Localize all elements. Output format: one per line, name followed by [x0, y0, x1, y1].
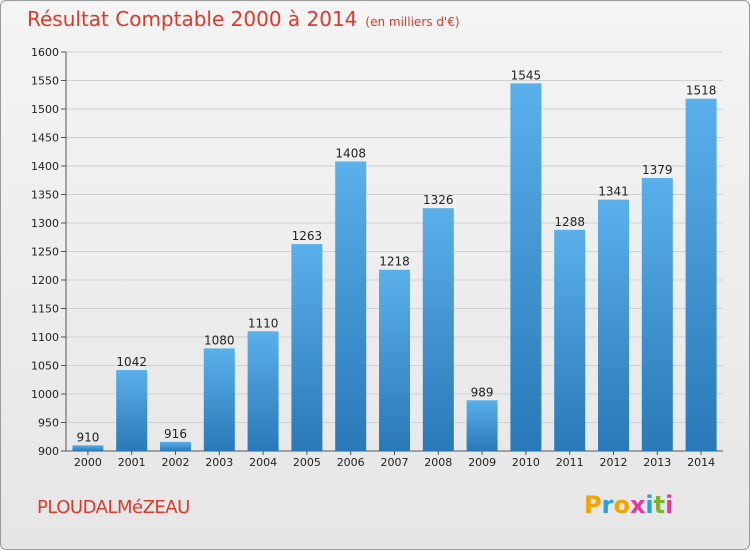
- bar-2010: [510, 83, 542, 451]
- bar-value-label: 1042: [116, 355, 147, 369]
- bar-2011: [554, 229, 586, 451]
- x-tick-label: 2002: [162, 456, 190, 469]
- bar-value-label: 910: [76, 430, 99, 444]
- bar-value-label: 1518: [686, 84, 717, 98]
- logo-letter: P: [584, 491, 602, 519]
- bar-value-label: 1408: [335, 146, 366, 160]
- bar-2008: [422, 208, 454, 451]
- bar-value-label: 1080: [204, 333, 235, 347]
- y-tick-label: 1450: [31, 132, 59, 145]
- x-tick-label: 2004: [249, 456, 277, 469]
- y-tick-label: 1250: [31, 246, 59, 259]
- bar-value-label: 1341: [598, 185, 629, 199]
- logo-letter: i: [645, 491, 654, 519]
- x-tick-label: 2005: [293, 456, 321, 469]
- town-name: PLOUDALMéZEAU: [37, 497, 190, 518]
- bar-value-label: 989: [471, 385, 494, 399]
- x-tick-label: 2003: [205, 456, 233, 469]
- bar-2007: [379, 269, 410, 451]
- y-tick-label: 1300: [31, 217, 59, 230]
- bar-value-label: 1218: [379, 255, 410, 269]
- y-tick-label: 1150: [31, 303, 59, 316]
- logo-letter: o: [613, 491, 630, 519]
- bar-2014: [685, 98, 717, 452]
- x-tick-label: 2012: [600, 456, 628, 469]
- logo-letter: r: [601, 491, 614, 519]
- bar-2003: [203, 348, 235, 451]
- bar-2002: [160, 441, 191, 451]
- bars: 910 1042 916 1080 1110 1263 1408 1218 1326 989 154…: [72, 68, 717, 452]
- bar-2009: [466, 400, 498, 451]
- y-tick-label: 950: [38, 417, 59, 430]
- y-tick-label: 1550: [31, 75, 59, 88]
- x-tick-label: 2008: [424, 456, 452, 469]
- x-tick-label: 2000: [74, 456, 102, 469]
- y-tick-label: 1100: [31, 331, 59, 344]
- bar-2013: [641, 177, 673, 451]
- x-tick-label: 2014: [687, 456, 715, 469]
- y-tick-label: 1350: [31, 189, 59, 202]
- y-tick-label: 1000: [31, 388, 59, 401]
- bar-2000: [72, 445, 104, 451]
- y-tick-label: 1600: [31, 46, 59, 59]
- proxiti-logo: Proxiti: [584, 491, 673, 519]
- chart-title-text: Résultat Comptable 2000 à 2014: [27, 7, 358, 31]
- bar-2004: [247, 331, 279, 451]
- bar-value-label: 1545: [511, 68, 542, 82]
- x-tick-label: 2013: [643, 456, 671, 469]
- bar-value-label: 1288: [554, 215, 585, 229]
- bar-value-label: 916: [164, 427, 187, 441]
- bar-value-label: 1110: [248, 316, 279, 330]
- x-tick-label: 2010: [512, 456, 540, 469]
- bar-2012: [598, 199, 629, 451]
- x-tick-label: 2009: [468, 456, 496, 469]
- x-tick-label: 2001: [118, 456, 146, 469]
- x-tick-label: 2011: [556, 456, 584, 469]
- chart-title: Résultat Comptable 2000 à 2014 (en millie…: [27, 7, 460, 31]
- y-tick-label: 1200: [31, 274, 59, 287]
- x-axis: 2000 2001 2002 2003 2004 2005 2006 2007 2008 2009…: [74, 451, 715, 469]
- bar-value-label: 1379: [642, 163, 673, 177]
- logo-letter: x: [629, 491, 646, 519]
- logo-letter: t: [653, 491, 666, 519]
- bar-2001: [116, 370, 148, 451]
- x-tick-label: 2006: [337, 456, 365, 469]
- y-tick-label: 1400: [31, 160, 59, 173]
- x-tick-label: 2007: [381, 456, 409, 469]
- y-tick-label: 1500: [31, 103, 59, 116]
- y-tick-label: 1050: [31, 360, 59, 373]
- bar-value-label: 1326: [423, 193, 454, 207]
- chart-unit: (en milliers d'€): [365, 15, 460, 29]
- y-tick-label: 900: [38, 445, 59, 458]
- logo-letter: i: [665, 491, 674, 519]
- bar-value-label: 1263: [292, 229, 323, 243]
- bar-2006: [335, 161, 367, 451]
- bar-2005: [291, 244, 323, 451]
